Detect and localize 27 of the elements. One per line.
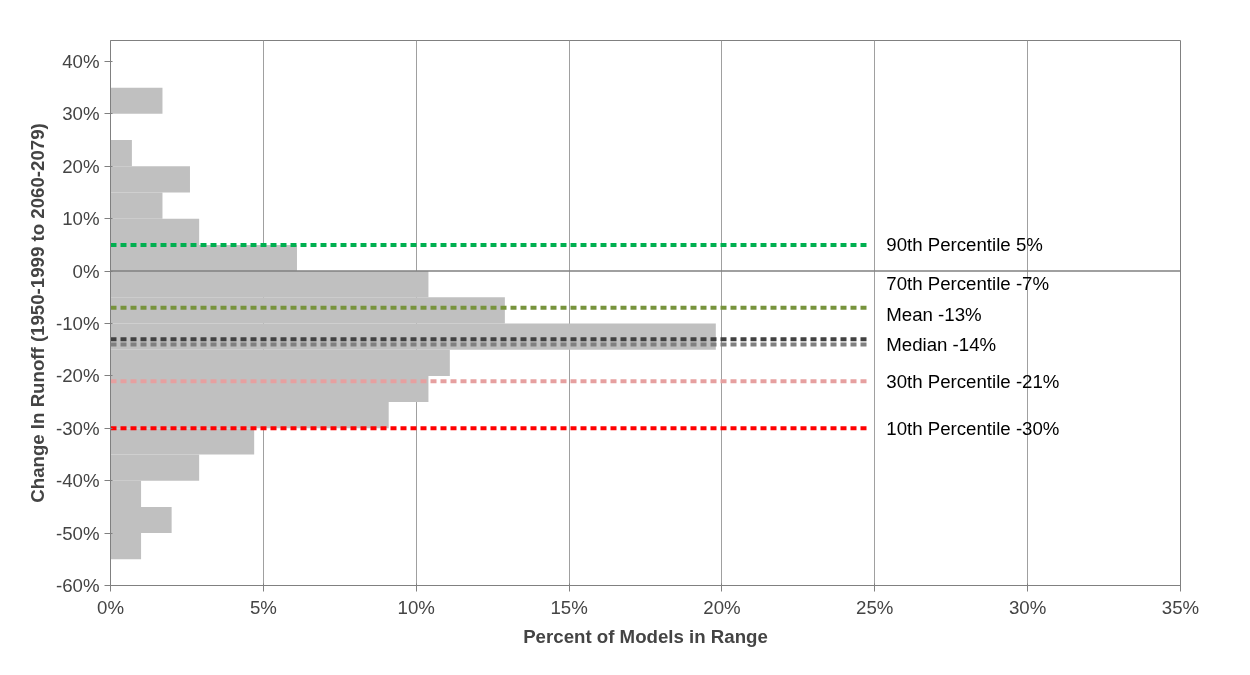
y-tick-label: 0% (72, 260, 100, 282)
ref-line-label: Median -14% (886, 333, 997, 355)
ref-line-label: 90th Percentile 5% (886, 234, 1043, 256)
x-tick-label: 20% (703, 596, 741, 618)
ref-line-label: 30th Percentile -21% (886, 370, 1060, 392)
y-tick-label: -60% (55, 575, 100, 596)
y-tick-label: -30% (55, 417, 100, 439)
y-axis-title: Change In Runoff (1950-1999 to 2060-2079) (26, 123, 48, 503)
x-tick-label: 10% (397, 596, 435, 618)
y-tick-label: -20% (55, 365, 100, 387)
x-tick-label: 0% (97, 596, 124, 618)
x-axis-title: Percent of Models in Range (523, 625, 768, 647)
x-tick-label: 30% (1008, 596, 1047, 618)
ref-line-label: Mean -13% (886, 303, 982, 325)
y-tick-label: -10% (55, 312, 100, 334)
y-tick-label: -40% (55, 470, 100, 492)
x-tick-label: 15% (550, 596, 588, 618)
y-tick-label: 10% (62, 208, 100, 230)
y-tick-label: 30% (62, 103, 100, 125)
ref-line-label: 10th Percentile -30% (886, 417, 1060, 439)
y-tick-label: 40% (62, 50, 100, 72)
x-tick-label: 5% (249, 596, 277, 618)
x-tick-label: 35% (1161, 596, 1200, 618)
ref-line-label: 70th Percentile -7% (886, 273, 1050, 295)
y-tick-label: -50% (55, 522, 100, 544)
y-tick-label: 20% (62, 155, 100, 177)
x-tick-label: 25% (856, 596, 894, 618)
